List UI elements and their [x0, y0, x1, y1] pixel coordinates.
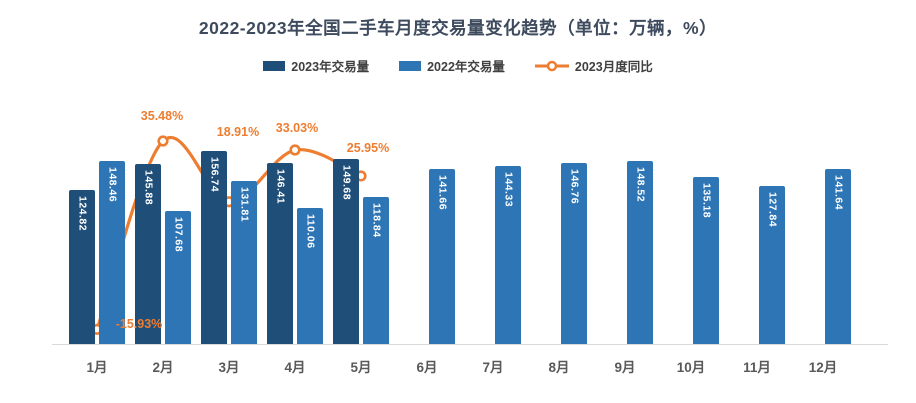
bar-value-label: 124.82	[76, 196, 89, 232]
legend-label-yoy: 2023月度同比	[574, 60, 653, 74]
yoy-point-marker-2月	[157, 135, 169, 147]
bar-value-label: 144.33	[502, 172, 515, 208]
bar-value-label: 156.74	[208, 156, 221, 192]
yoy-value-label-4月: 33.03%	[275, 121, 319, 135]
yoy-point-marker-4月	[289, 144, 301, 156]
bar-value-label: 110.06	[304, 214, 317, 249]
x-axis-label-11: 11月	[743, 360, 771, 375]
bar-2022年交易量-5月: 118.84	[363, 197, 389, 344]
bar-2022年交易量-1月: 148.46	[99, 160, 125, 344]
yoy-value-label-2月: 35.48%	[140, 109, 184, 124]
x-axis-label-12: 12月	[808, 360, 838, 375]
x-axis-label-10: 10月	[676, 360, 706, 375]
bar-2023年交易量-1月: 124.82	[69, 190, 95, 344]
x-axis-label-8: 8月	[548, 360, 570, 375]
bar-2023年交易量-2月: 145.88	[135, 164, 161, 344]
bar-2022年交易量-4月: 110.06	[297, 208, 323, 344]
legend-swatch-2022-icon	[399, 60, 422, 71]
bar-2022年交易量-12月: 141.64	[825, 169, 851, 344]
bar-2022年交易量-6月: 141.66	[429, 169, 455, 344]
bar-2022年交易量-10月: 135.18	[693, 177, 719, 344]
bar-2022年交易量-9月: 148.52	[627, 160, 653, 344]
bar-value-label: 141.64	[832, 175, 845, 211]
yoy-value-label-5月: 25.95%	[346, 140, 390, 155]
x-axis-label-7: 7月	[482, 360, 504, 375]
bar-value-label: 146.76	[568, 169, 581, 205]
bar-value-label: 127.84	[766, 192, 779, 228]
bar-value-label: 145.88	[142, 170, 155, 206]
bar-2022年交易量-2月: 107.68	[165, 211, 191, 344]
legend-item-yoy-line: 2023月度同比	[534, 56, 653, 75]
bar-2023年交易量-3月: 156.74	[201, 150, 227, 344]
legend-line-marker-icon	[534, 60, 569, 71]
x-axis-label-6: 6月	[416, 360, 438, 375]
x-axis-label-9: 9月	[614, 360, 636, 375]
x-axis-label-3: 3月	[218, 360, 240, 375]
x-axis-label-4: 4月	[284, 360, 306, 375]
bar-value-label: 148.52	[634, 166, 647, 202]
yoy-value-label-1月: -15.93%	[115, 317, 163, 332]
bar-2022年交易量-3月: 131.81	[231, 181, 257, 344]
legend-item-2022-bars: 2022年交易量	[399, 56, 505, 75]
x-axis-label-1: 1月	[86, 360, 108, 375]
legend-label-2022: 2022年交易量	[427, 60, 505, 74]
legend-item-2023-bars: 2023年交易量	[263, 56, 369, 75]
bar-2023年交易量-4月: 146.41	[267, 163, 293, 344]
chart-title: 2022-2023年全国二手车月度交易量变化趋势（单位：万辆，%）	[198, 18, 718, 38]
bar-value-label: 107.68	[172, 217, 185, 253]
bar-2022年交易量-8月: 146.76	[561, 163, 587, 344]
chart-legend: 2023年交易量 2022年交易量 2023月度同比	[0, 56, 916, 75]
x-axis-label-2: 2月	[152, 360, 174, 375]
bar-value-label: 149.68	[340, 165, 353, 201]
bar-2023年交易量-5月: 149.68	[333, 159, 359, 344]
yoy-value-label-3月: 18.91%	[216, 124, 260, 139]
bar-value-label: 131.81	[238, 187, 251, 223]
bar-value-label: 146.41	[274, 169, 287, 205]
legend-label-2023: 2023年交易量	[291, 60, 370, 74]
bar-value-label: 141.66	[436, 175, 449, 211]
x-axis-label-5: 5月	[350, 360, 372, 375]
legend-swatch-2023-icon	[263, 60, 286, 71]
bar-2022年交易量-11月: 127.84	[759, 186, 785, 344]
bar-value-label: 148.46	[106, 166, 119, 203]
bar-2022年交易量-7月: 144.33	[495, 166, 521, 344]
bar-value-label: 118.84	[370, 203, 383, 239]
x-axis-line	[52, 344, 888, 345]
bar-value-label: 135.18	[700, 183, 713, 219]
